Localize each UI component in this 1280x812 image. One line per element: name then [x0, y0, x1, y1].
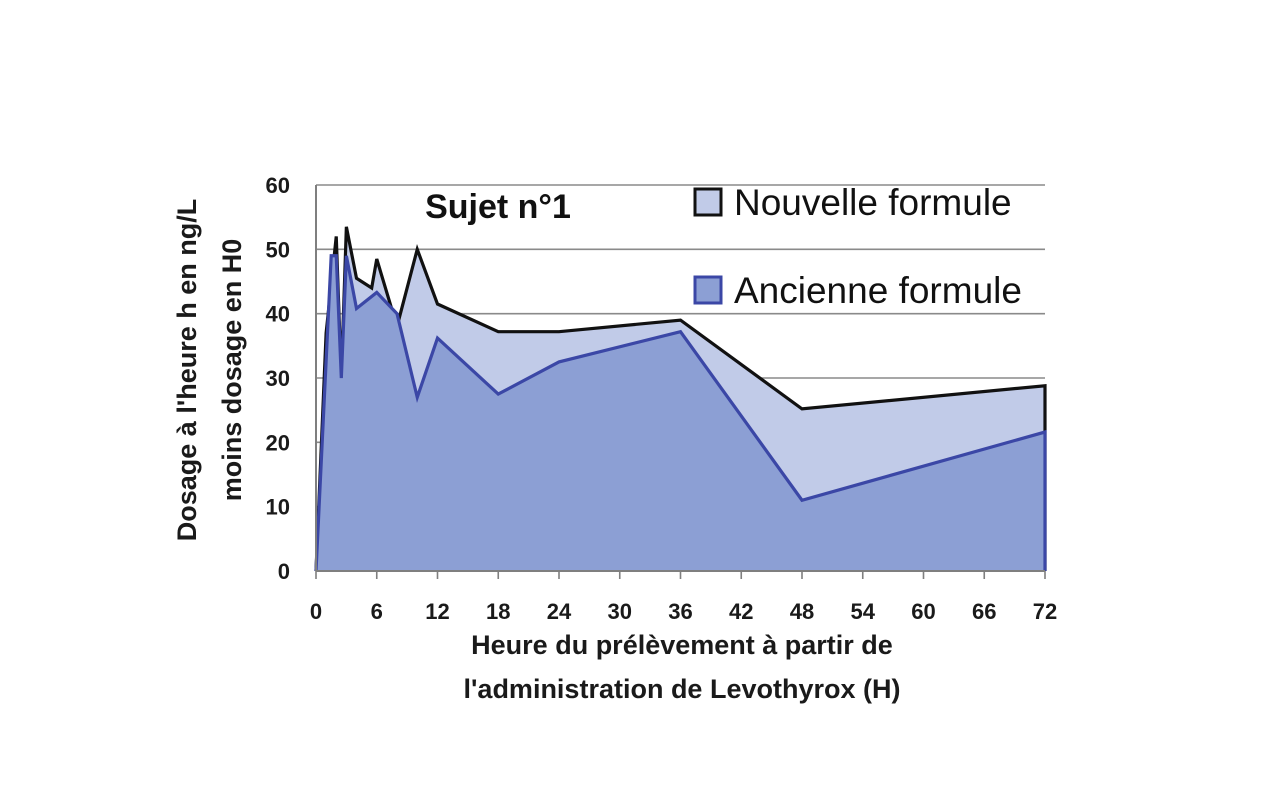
x-axis-title-line-1: Heure du prélèvement à partir de — [471, 630, 893, 660]
x-tick-label: 12 — [425, 599, 449, 624]
x-tick-label: 60 — [911, 599, 935, 624]
x-tick-label: 54 — [851, 599, 876, 624]
y-axis-title-line-2: moins dosage en H0 — [217, 239, 247, 502]
legend: Nouvelle formule Ancienne formule — [693, 182, 1022, 311]
x-tick-label: 72 — [1033, 599, 1057, 624]
x-tick-label: 48 — [790, 599, 814, 624]
y-tick-label: 50 — [266, 237, 290, 262]
y-axis-title-line-1: Dosage à l'heure h en ng/L — [172, 199, 202, 541]
x-tick-label: 18 — [486, 599, 510, 624]
y-axis-title: Dosage à l'heure h en ng/L moins dosage … — [172, 199, 247, 541]
x-tick-labels: 0 6 12 18 24 30 36 42 48 54 60 66 72 — [310, 571, 1057, 624]
legend-label-ancienne: Ancienne formule — [734, 270, 1022, 311]
x-axis-title-line-2: l'administration de Levothyrox (H) — [464, 674, 901, 704]
chart-title: Sujet n°1 — [425, 188, 571, 226]
legend-swatch-ancienne — [693, 275, 723, 305]
x-tick-label: 42 — [729, 599, 753, 624]
x-tick-label: 66 — [972, 599, 996, 624]
y-tick-label: 0 — [278, 559, 290, 584]
y-tick-label: 60 — [266, 173, 290, 198]
y-tick-label: 10 — [266, 495, 290, 520]
x-tick-label: 24 — [547, 599, 572, 624]
y-tick-label: 20 — [266, 430, 290, 455]
y-tick-labels: 0 10 20 30 40 50 60 — [266, 173, 290, 584]
series-area-1 — [316, 255, 1045, 571]
series-areas — [314, 226, 1047, 572]
legend-swatch-nouvelle — [693, 187, 723, 217]
x-tick-label: 0 — [310, 599, 322, 624]
x-tick-label: 6 — [371, 599, 383, 624]
x-tick-label: 30 — [608, 599, 632, 624]
x-tick-label: 36 — [668, 599, 692, 624]
y-tick-label: 30 — [266, 366, 290, 391]
legend-label-nouvelle: Nouvelle formule — [734, 182, 1012, 223]
y-tick-label: 40 — [266, 302, 290, 327]
series-line-1 — [314, 254, 1047, 572]
x-axis-title: Heure du prélèvement à partir de l'admin… — [464, 630, 901, 704]
